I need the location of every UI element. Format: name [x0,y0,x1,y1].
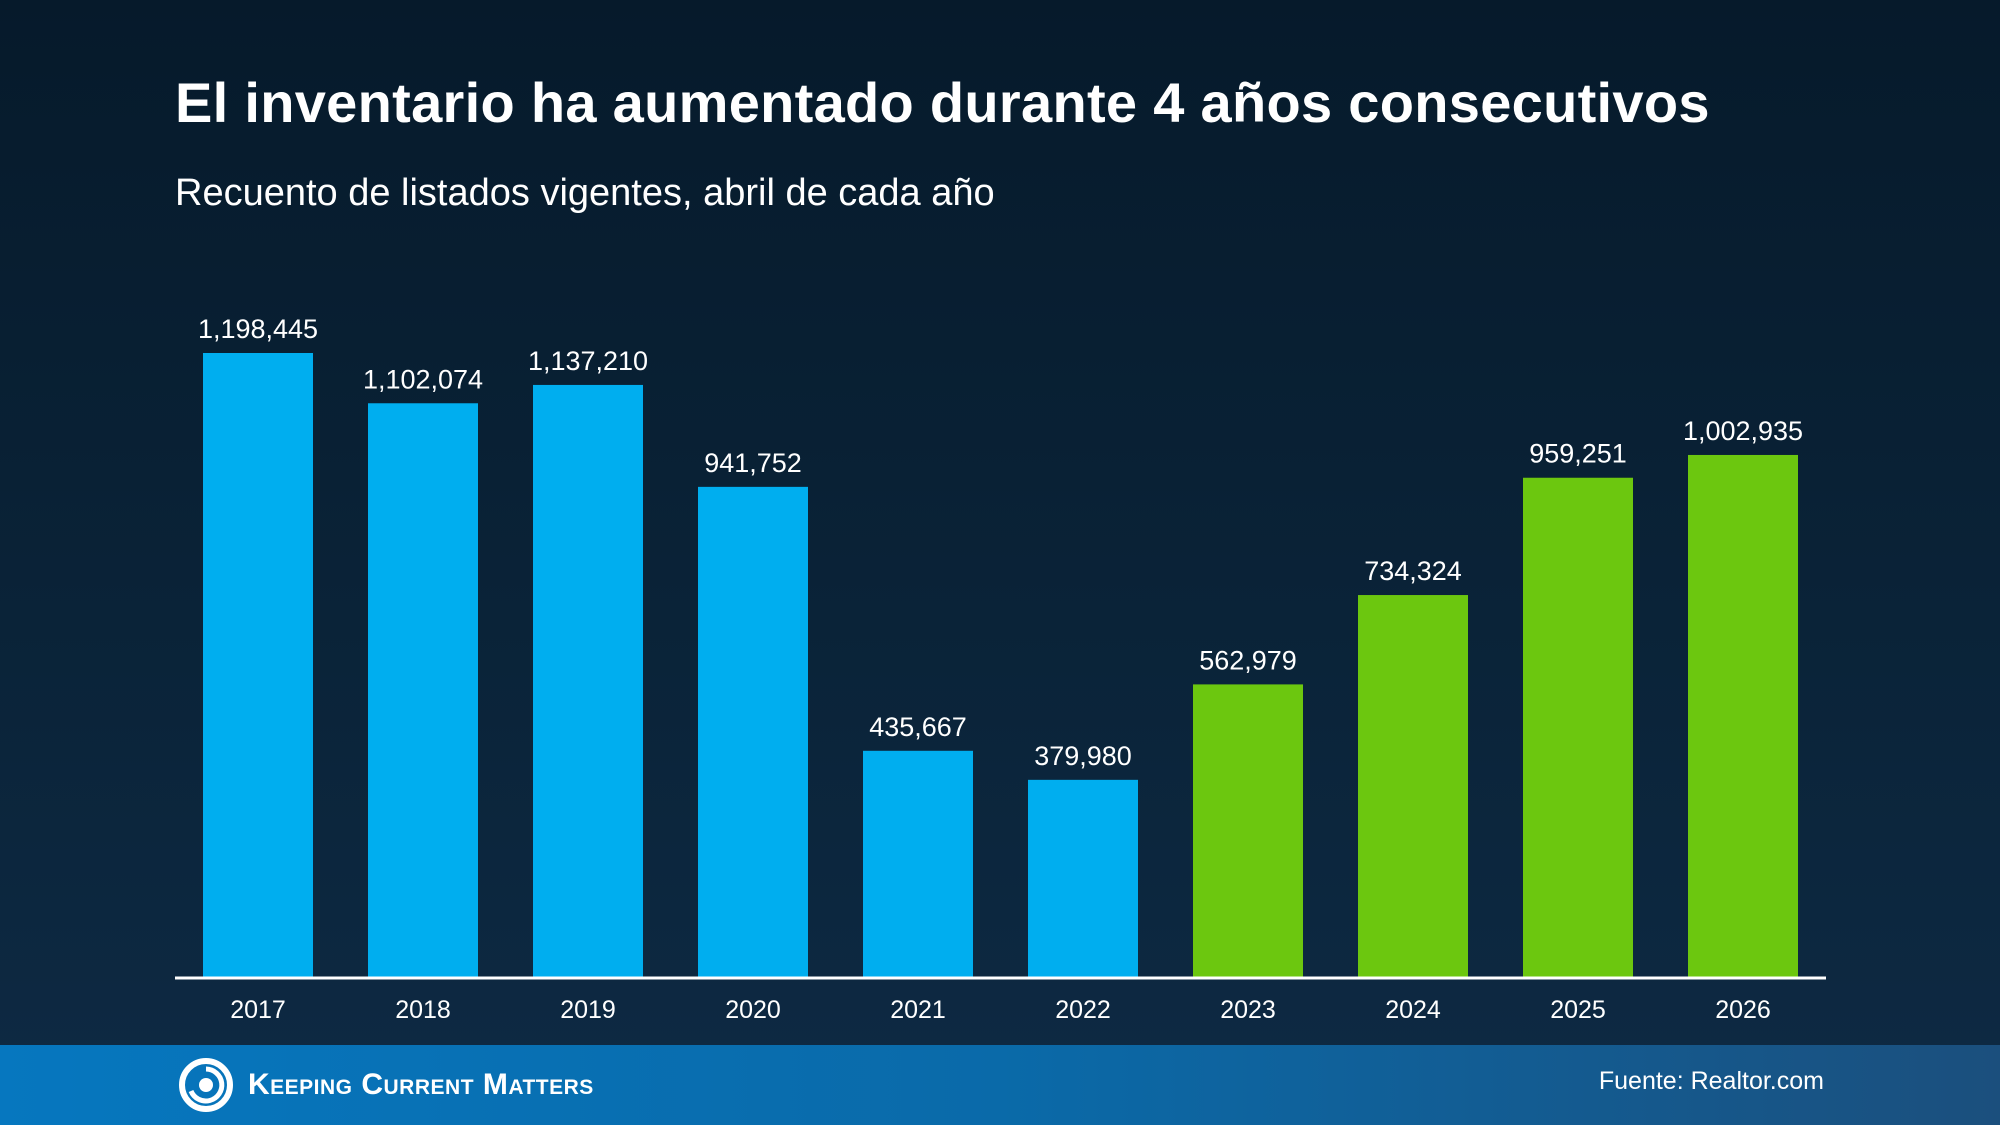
chart-title: El inventario ha aumentado durante 4 año… [175,71,1710,134]
value-label-2023: 562,979 [1199,645,1297,675]
x-tick-label-2024: 2024 [1385,996,1441,1024]
value-label-2024: 734,324 [1364,556,1462,586]
value-label-2020: 941,752 [704,448,802,478]
chart-subtitle: Recuento de listados vigentes, abril de … [175,172,995,214]
bar-2017 [203,353,313,978]
bar-2019 [533,384,643,979]
x-tick-label-2026: 2026 [1715,996,1771,1024]
bar-2021 [863,750,973,978]
bar-2026 [1688,454,1798,979]
x-tick-label-2017: 2017 [230,996,286,1024]
kcm-swirl-icon [179,1058,233,1112]
bar-chart: 1,198,445 2017 1,102,074 2018 1,137,210 2019 9… [198,314,1803,1024]
value-label-2025: 959,251 [1529,439,1627,469]
x-tick-label-2022: 2022 [1055,996,1111,1024]
x-tick-label-2023: 2023 [1220,996,1276,1024]
source-note: Fuente: Realtor.com [1598,1067,1824,1095]
value-label-2018: 1,102,074 [363,364,483,394]
x-tick-label-2021: 2021 [890,996,946,1024]
brand-name: Keeping Current Matters [248,1068,594,1101]
x-tick-label-2019: 2019 [560,996,616,1024]
bar-2022 [1028,779,1138,978]
x-tick-label-2018: 2018 [395,996,451,1024]
value-label-2019: 1,137,210 [528,346,648,376]
bar-2024 [1358,595,1468,978]
value-label-2017: 1,198,445 [198,314,318,344]
bar-2020 [698,486,808,978]
x-tick-label-2025: 2025 [1550,996,1606,1024]
brand-logo: Keeping Current Matters [178,1058,594,1112]
bar-2023 [1193,684,1303,978]
x-tick-label-2020: 2020 [725,996,781,1024]
value-label-2022: 379,980 [1034,741,1132,771]
bar-2018 [368,403,478,978]
footer-bar: Keeping Current Matters Fuente: Realtor.… [0,1045,2000,1125]
bar-2025 [1523,477,1633,978]
value-label-2026: 1,002,935 [1683,416,1803,446]
value-label-2021: 435,667 [869,712,967,742]
